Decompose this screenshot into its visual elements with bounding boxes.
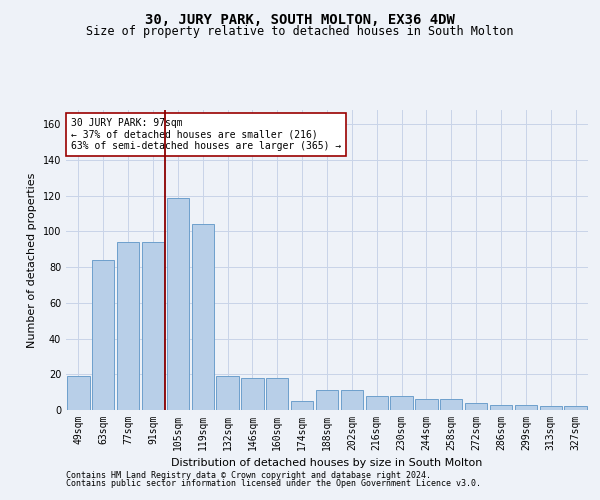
Text: 30, JURY PARK, SOUTH MOLTON, EX36 4DW: 30, JURY PARK, SOUTH MOLTON, EX36 4DW bbox=[145, 12, 455, 26]
Bar bbox=[117, 242, 139, 410]
Bar bbox=[142, 242, 164, 410]
Bar bbox=[440, 400, 463, 410]
Bar bbox=[365, 396, 388, 410]
Bar bbox=[241, 378, 263, 410]
Bar bbox=[565, 406, 587, 410]
Bar bbox=[515, 404, 537, 410]
Bar bbox=[316, 390, 338, 410]
Text: 30 JURY PARK: 97sqm
← 37% of detached houses are smaller (216)
63% of semi-detac: 30 JURY PARK: 97sqm ← 37% of detached ho… bbox=[71, 118, 341, 150]
Bar bbox=[341, 390, 363, 410]
Text: Contains HM Land Registry data © Crown copyright and database right 2024.: Contains HM Land Registry data © Crown c… bbox=[66, 470, 431, 480]
Bar bbox=[415, 400, 437, 410]
Text: Contains public sector information licensed under the Open Government Licence v3: Contains public sector information licen… bbox=[66, 479, 481, 488]
Bar bbox=[291, 401, 313, 410]
X-axis label: Distribution of detached houses by size in South Molton: Distribution of detached houses by size … bbox=[172, 458, 482, 468]
Bar bbox=[67, 376, 89, 410]
Y-axis label: Number of detached properties: Number of detached properties bbox=[27, 172, 37, 348]
Bar bbox=[217, 376, 239, 410]
Bar bbox=[167, 198, 189, 410]
Bar bbox=[191, 224, 214, 410]
Bar bbox=[465, 403, 487, 410]
Bar bbox=[92, 260, 115, 410]
Bar bbox=[266, 378, 289, 410]
Bar bbox=[490, 404, 512, 410]
Bar bbox=[391, 396, 413, 410]
Text: Size of property relative to detached houses in South Molton: Size of property relative to detached ho… bbox=[86, 25, 514, 38]
Bar bbox=[539, 406, 562, 410]
